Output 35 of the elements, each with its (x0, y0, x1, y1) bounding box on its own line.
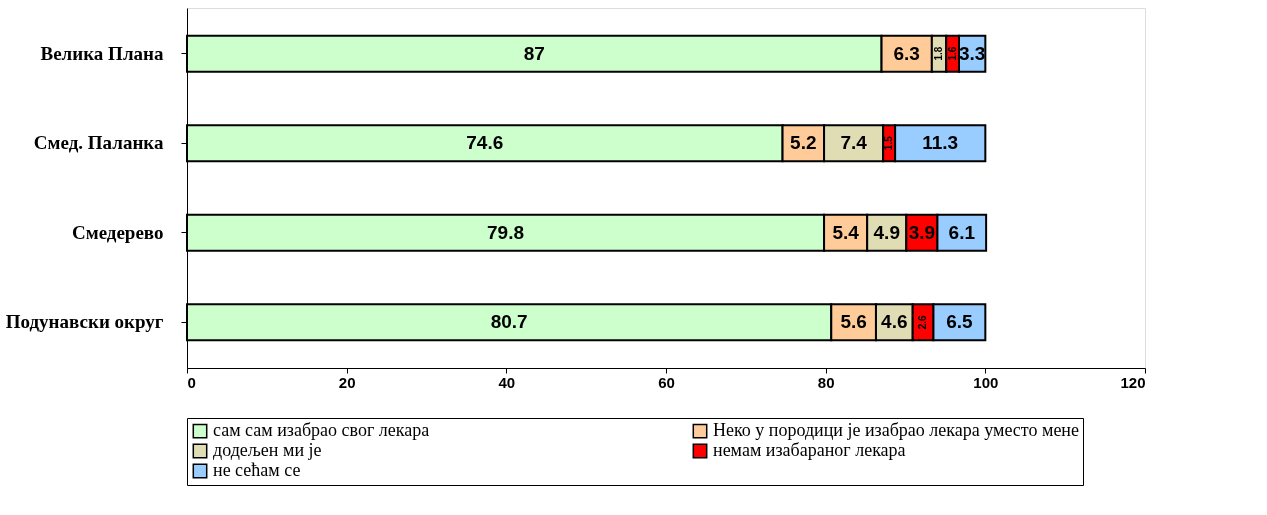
x-tick-label: 80 (817, 373, 835, 391)
y-tick-label: Смед. Паланка (33, 132, 164, 154)
legend-label: не сећам се (213, 460, 301, 480)
data-label: 87 (523, 42, 545, 64)
data-label: 5.6 (840, 311, 867, 333)
data-label: 5.4 (832, 221, 860, 243)
data-label: 6.3 (893, 42, 920, 64)
data-label: 4.9 (873, 221, 900, 243)
data-label: 1.6 (946, 46, 958, 61)
data-label: 4.6 (881, 311, 908, 333)
data-label: 74.6 (466, 132, 504, 154)
data-label: 1.8 (933, 46, 945, 61)
data-label: 3.9 (908, 221, 936, 243)
x-tick-label: 120 (1120, 373, 1146, 391)
legend-label: немам изабараног лекара (713, 440, 906, 460)
data-label: 80.7 (490, 311, 528, 333)
y-tick-label: Подунавски округ (5, 311, 164, 333)
data-label: 79.8 (487, 221, 525, 243)
data-label: 6.1 (948, 221, 976, 243)
y-tick-label: Смедерево (71, 221, 164, 243)
data-label: 5.2 (790, 132, 817, 154)
data-label: 6.5 (946, 311, 974, 333)
x-tick-label: 20 (338, 373, 356, 391)
data-label: 11.3 (922, 132, 959, 154)
data-label: 1.5 (883, 135, 895, 151)
x-tick-label: 0 (187, 373, 196, 391)
legend-label: додељен ми је (213, 440, 322, 460)
x-tick-label: 40 (498, 373, 516, 391)
data-label: 2.6 (917, 314, 929, 330)
legend-label: сам сам изабрао свог лекара (213, 420, 430, 441)
data-label: 7.4 (840, 132, 868, 154)
x-tick-label: 100 (973, 373, 999, 391)
x-tick-label: 60 (658, 373, 675, 391)
legend-label: Неко у породици је изабрао лекара уместо мене (713, 420, 1079, 441)
y-tick-label: Велика Плана (40, 42, 164, 64)
